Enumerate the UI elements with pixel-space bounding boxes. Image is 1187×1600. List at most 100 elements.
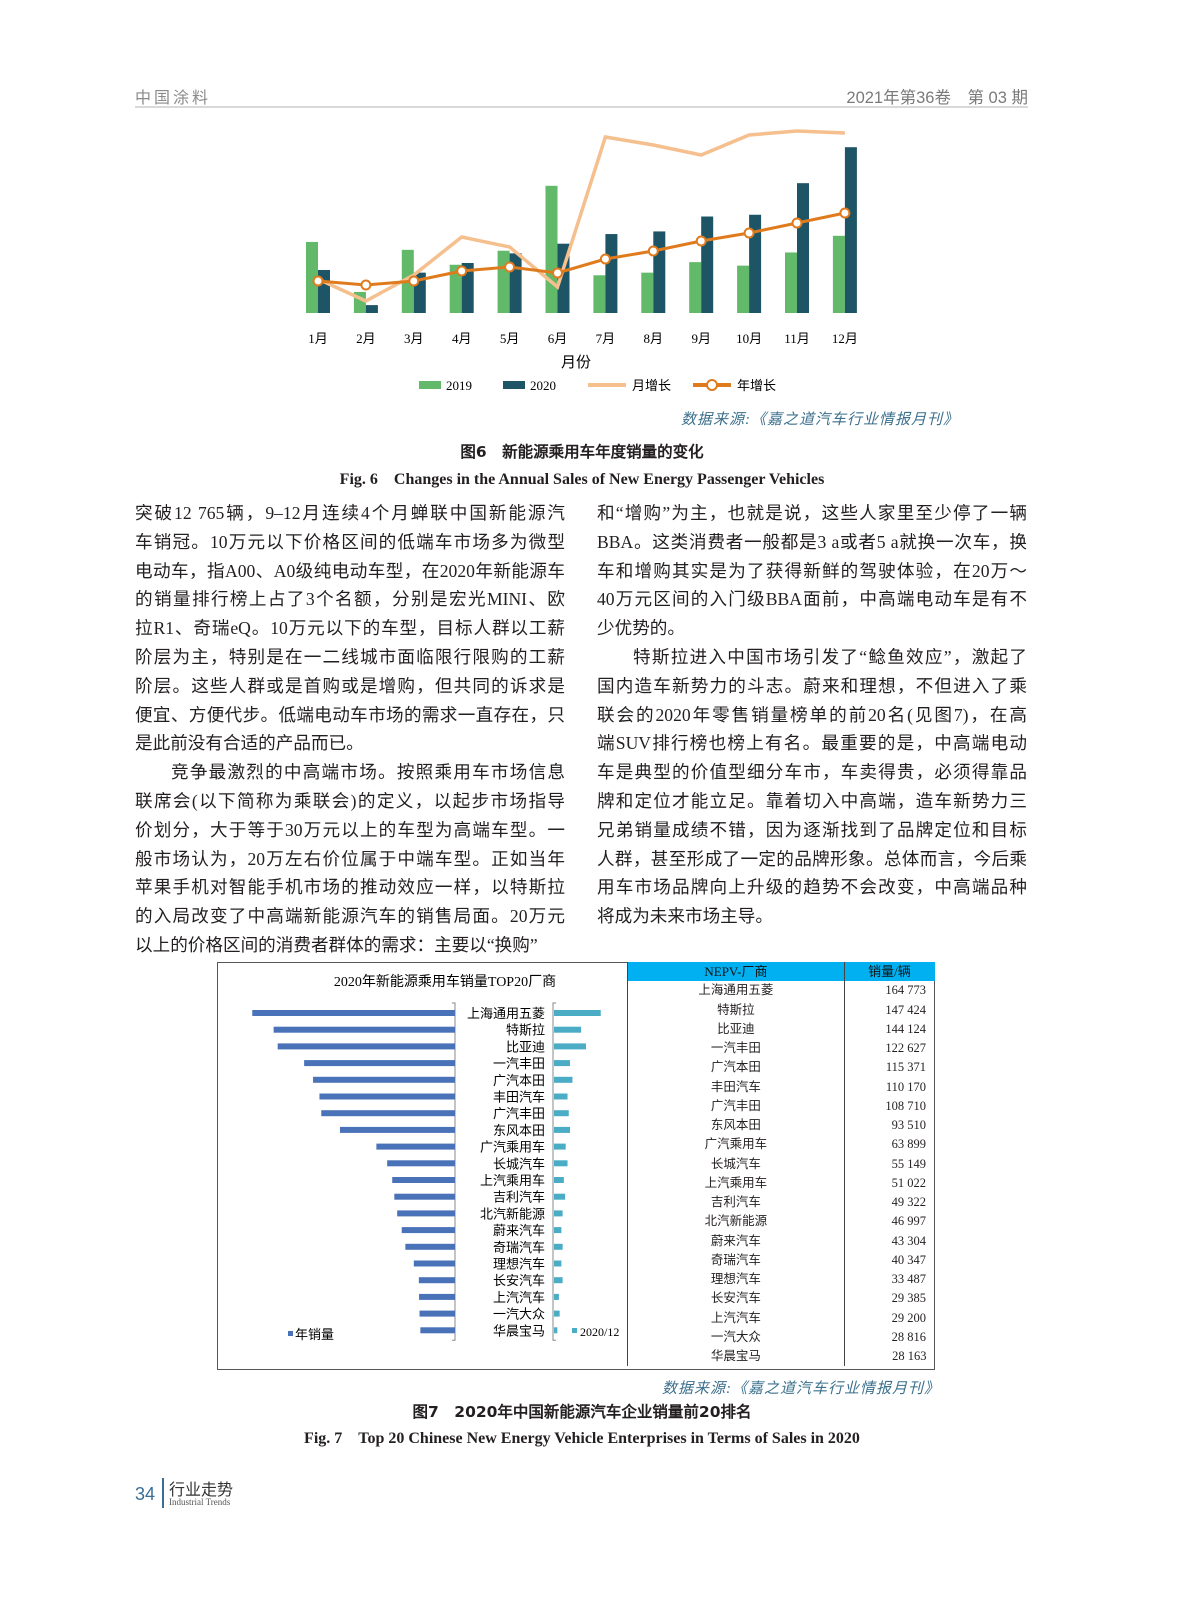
figure6-caption-cn: 图6 新能源乘用车年度销量的变化 — [460, 443, 704, 461]
sales-cell: 28 816 — [891, 1329, 926, 1344]
bar-annual-sales — [321, 1110, 455, 1117]
top20-table: NEPV-厂商 销量/辆 上海通用五菱 164 773 特斯拉 147 424 比亚迪 1… — [627, 962, 935, 1367]
x-tick-label: 5月 — [500, 331, 520, 346]
bar-2019 — [449, 264, 462, 313]
table-row: 吉利汽车 49 322 — [627, 1193, 935, 1213]
paragraph-line: 价划分，大于等于30万元以上的车型为高端车型。一 — [135, 819, 565, 840]
bar-2019 — [593, 275, 606, 313]
paragraph-line: 用车市场品牌向上升级的趋势不会改变，中高端品种 — [597, 877, 1027, 898]
table-row: 比亚迪 144 124 — [627, 1019, 935, 1039]
bar-dec-2020 — [554, 1076, 573, 1083]
bar-annual-sales — [413, 1260, 455, 1267]
category-label: 广汽本田 — [493, 1073, 545, 1088]
maker-cell: 特斯拉 — [627, 1000, 845, 1020]
sales-cell: 147 424 — [885, 1002, 926, 1017]
category-label: 丰田汽车 — [493, 1090, 545, 1105]
table-row: 广汽乘用车 63 899 — [627, 1135, 935, 1155]
bar-2020 — [844, 147, 857, 313]
paragraph-line: 车销冠。10万元以下价格区间的低端车市场多为微型 — [135, 531, 565, 552]
paragraph-line: 是此前没有合适的产品而已。 — [135, 733, 364, 754]
maker-cell: 一汽丰田 — [627, 1039, 845, 1059]
sales-cell: 93 510 — [891, 1118, 926, 1133]
maker-cell: 丰田汽车 — [627, 1077, 845, 1097]
figure7-caption-cn: 图7 2020年中国新能源汽车企业销量前20排名 — [412, 1403, 752, 1421]
paragraph-line: 和“增购”为主，也就是说，这些人家里至少停了一辆 — [597, 503, 1027, 523]
figure7-source: 数据来源:《嘉之道汽车行业情报月刊》 — [662, 1381, 940, 1397]
bar-dec-2020 — [554, 1177, 564, 1183]
bar-annual-sales — [420, 1327, 455, 1334]
x-tick-label: 9月 — [691, 331, 711, 346]
section-name-en: Industrial Trends — [169, 1497, 231, 1507]
category-label: 华晨宝马 — [493, 1323, 545, 1338]
paragraph-line: 40万元区间的入门级BBA面前，中高端电动车是有不 — [597, 589, 1027, 610]
maker-cell: 长城汽车 — [627, 1154, 845, 1174]
bar-2019 — [785, 252, 797, 313]
maker-cell: 广汽丰田 — [627, 1096, 845, 1116]
left-axis — [452, 1002, 456, 1341]
category-label: 上汽乘用车 — [480, 1173, 545, 1188]
table-row: 北汽新能源 46 997 — [627, 1212, 935, 1232]
maker-cell: 一汽大众 — [627, 1327, 845, 1347]
table-row: 东风本田 93 510 — [627, 1116, 935, 1136]
bar-dec-2020 — [554, 1060, 570, 1067]
paragraph-line: 车是典型的价值型细分车市，车卖得贵，必须得靠品 — [597, 762, 1027, 783]
table-row: 华晨宝马 28 163 — [627, 1347, 935, 1367]
legend-label: 年销量 — [295, 1327, 334, 1342]
legend-label: 2020 — [530, 378, 556, 393]
table-row: 上海通用五菱 164 773 — [627, 981, 935, 1001]
category-label: 长安汽车 — [493, 1273, 545, 1288]
paragraph-line: 苹果手机对智能手机市场的推动效应一样，以特斯拉 — [135, 877, 565, 898]
category-label: 上海通用五菱 — [467, 1006, 545, 1021]
table-row: 广汽本田 115 371 — [627, 1058, 935, 1078]
x-tick-label: 10月 — [736, 331, 762, 346]
bar-2019 — [306, 241, 318, 313]
paragraph-line: 便宜、方便代步。低端电动车市场的需求一直存在，只 — [135, 704, 565, 725]
x-tick-label: 4月 — [452, 331, 472, 346]
bar-dec-2020 — [554, 1110, 569, 1117]
sales-cell: 46 997 — [891, 1214, 926, 1229]
line-point — [599, 253, 611, 265]
line-point — [504, 261, 516, 273]
figure7-frame — [217, 962, 935, 1370]
bar-2020 — [653, 231, 666, 313]
sales-cell: 49 322 — [891, 1195, 926, 1210]
bar-annual-sales — [313, 1076, 455, 1083]
figure6-caption-en: Fig. 6 Changes in the Annual Sales of Ne… — [339, 471, 825, 488]
sales-cell: 29 385 — [891, 1291, 926, 1306]
paragraph-line: 的入局改变了中高端新能源汽车的销售局面。20万元 — [135, 906, 565, 927]
sales-cell: 55 149 — [891, 1156, 926, 1171]
x-tick-label: 8月 — [644, 331, 664, 346]
sales-cell: 110 170 — [885, 1079, 926, 1094]
table-row: 奇瑞汽车 40 347 — [627, 1250, 935, 1270]
x-tick-label: 1月 — [308, 331, 328, 346]
line-月增长 — [317, 129, 845, 303]
maker-cell: 蔚来汽车 — [627, 1231, 845, 1251]
bar-annual-sales — [277, 1043, 455, 1050]
category-label: 广汽乘用车 — [480, 1140, 545, 1155]
paragraph-line: 竞争最激烈的中高端市场。按照乘用车市场信息 — [171, 762, 565, 783]
sales-cell: 108 710 — [885, 1098, 926, 1113]
maker-cell: 上汽汽车 — [627, 1308, 845, 1328]
table-row: 长城汽车 55 149 — [627, 1154, 935, 1174]
bar-dec-2020 — [554, 1093, 568, 1100]
bar-dec-2020 — [554, 1227, 562, 1234]
legend-swatch — [288, 1331, 293, 1336]
bar-annual-sales — [339, 1126, 455, 1133]
sales-cell: 33 487 — [891, 1272, 926, 1287]
bar-2019 — [737, 265, 750, 313]
sales-cell: 144 124 — [885, 1021, 926, 1036]
bar-dec-2020 — [554, 1210, 563, 1217]
category-label: 特斯拉 — [506, 1023, 545, 1038]
bar-2020 — [749, 214, 762, 313]
maker-cell: 比亚迪 — [627, 1019, 845, 1039]
line-point — [839, 207, 851, 219]
page-number: 34 — [135, 1484, 156, 1504]
maker-cell: 上汽乘用车 — [627, 1173, 845, 1193]
bar-2019 — [497, 250, 510, 313]
x-tick-label: 2月 — [356, 331, 376, 346]
bar-annual-sales — [392, 1177, 455, 1183]
bar-dec-2020 — [554, 1193, 566, 1200]
bar-annual-sales — [401, 1227, 455, 1234]
